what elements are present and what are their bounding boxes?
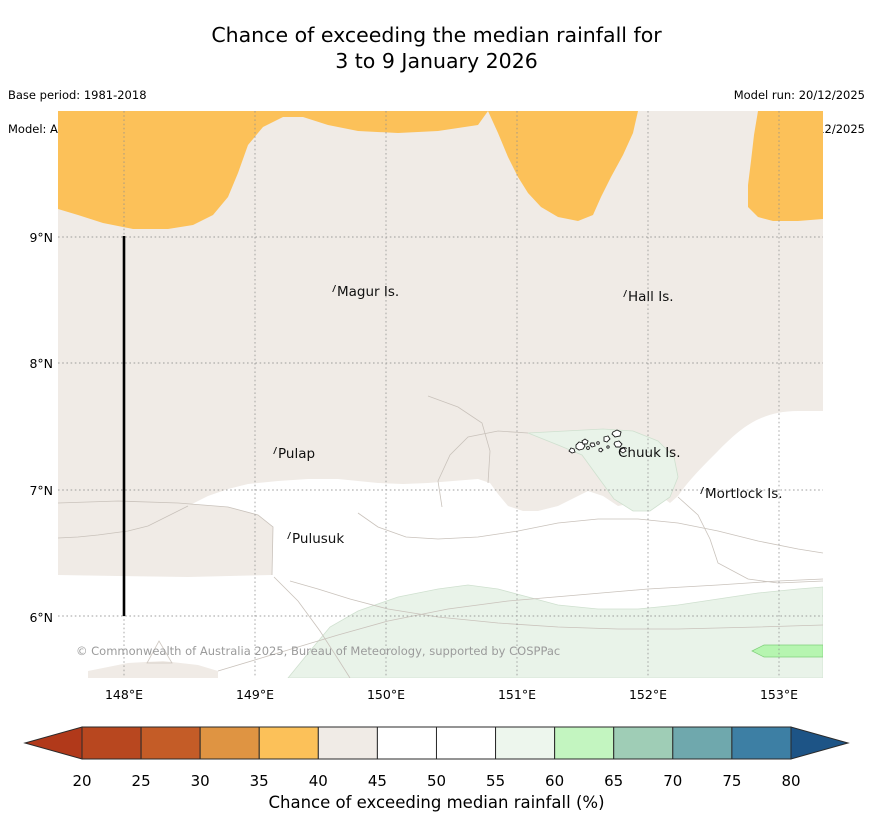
band-region-35-40-north-central <box>488 111 638 221</box>
xtick-153e: 153°E <box>759 687 798 702</box>
cbtick-60: 60 <box>545 772 565 790</box>
band-region-40-45-corner <box>88 661 218 678</box>
place-name-chuuk: Chuuk Is. <box>618 445 681 461</box>
colorbar-band-55-60 <box>495 726 556 760</box>
place-label-pulusuk: Pulusuk <box>287 531 344 547</box>
colorbar-band-20-25 <box>81 726 142 760</box>
cbtick-45: 45 <box>367 772 387 790</box>
base-period-text: Base period: 1981-2018 <box>8 88 147 102</box>
colorbar-caption: Chance of exceeding median rainfall (%) <box>268 793 605 812</box>
band-region-35-40-northwest <box>58 111 488 229</box>
map-credit: © Commonwealth of Australia 2025, Bureau… <box>76 644 561 658</box>
colorbar-band-65-70 <box>613 726 674 760</box>
colorbar-band-75-80 <box>731 726 792 760</box>
ytick-9n: 9°N <box>29 230 53 245</box>
contour-lines <box>58 395 823 678</box>
cbtick-55: 55 <box>486 772 506 790</box>
xtick-150e: 150°E <box>366 687 405 702</box>
xtick-149e: 149°E <box>235 687 274 702</box>
place-label-magur: Magur Is. <box>332 284 399 300</box>
map-canvas <box>58 111 823 678</box>
base-period-info: Base period: 1981-2018 Model: ACCESS-S2 <box>8 70 147 155</box>
band-region-35-40-northeast <box>748 111 823 221</box>
cbtick-50: 50 <box>426 772 447 790</box>
contour-small-closed <box>146 640 173 664</box>
cbtick-30: 30 <box>190 772 210 790</box>
cbtick-75: 75 <box>722 772 742 790</box>
place-name-mortlock: Mortlock Is. <box>705 486 783 502</box>
colorbar: 20 25 30 35 40 45 50 55 60 65 70 75 80 C… <box>0 715 873 816</box>
colorbar-band-60-65 <box>554 726 615 760</box>
colorbar-band-30-35 <box>199 726 260 760</box>
place-label-hall: Hall Is. <box>623 289 674 305</box>
place-name-magur: Magur Is. <box>337 284 400 300</box>
place-name-hall: Hall Is. <box>628 289 674 305</box>
latitude-axis: 9°N 8°N 7°N 6°N <box>0 111 53 678</box>
chuuk-island-shapes <box>568 429 627 454</box>
colorbar-band-50-55 <box>435 726 497 760</box>
ytick-7n: 7°N <box>29 483 53 498</box>
place-label-chuuk: Chuuk Is. <box>618 445 681 461</box>
place-label-pulap: Pulap <box>273 446 315 462</box>
colorbar-band-70-75 <box>672 726 733 760</box>
page-title: Chance of exceeding the median rainfall … <box>211 23 662 73</box>
band-region-55-60-south <box>287 584 823 678</box>
colorbar-band-under-20 <box>23 726 83 760</box>
cbtick-40: 40 <box>308 772 328 790</box>
longitude-axis: 148°E 149°E 150°E 151°E 152°E 153°E <box>58 687 823 707</box>
ytick-8n: 8°N <box>29 356 53 371</box>
xtick-148e: 148°E <box>104 687 143 702</box>
band-region-60-65-sliver <box>751 644 823 658</box>
cbtick-65: 65 <box>604 772 624 790</box>
map-gridlines <box>58 111 823 678</box>
colorbar-band-over-80 <box>790 726 850 760</box>
place-name-pulap: Pulap <box>278 446 316 462</box>
colorbar-band-35-40 <box>258 726 319 760</box>
xtick-152e: 152°E <box>628 687 667 702</box>
place-label-mortlock: Mortlock Is. <box>700 486 783 502</box>
cbtick-35: 35 <box>249 772 269 790</box>
band-region-55-60-chuuk <box>527 428 679 512</box>
xtick-151e: 151°E <box>497 687 536 702</box>
band-region-40-45-lobe <box>58 501 273 577</box>
cbtick-20: 20 <box>72 772 92 790</box>
rainfall-probability-map[interactable]: Magur Is. Hall Is. Pulap Chuuk Is. Mortl… <box>58 111 823 678</box>
colorbar-band-40-45 <box>317 726 378 760</box>
place-name-pulusuk: Pulusuk <box>292 531 345 547</box>
colorbar-swatches <box>23 726 850 760</box>
ytick-6n: 6°N <box>29 610 53 625</box>
model-run-text: Model run: 20/12/2025 <box>733 88 865 102</box>
colorbar-band-25-30 <box>140 726 201 760</box>
cbtick-80: 80 <box>781 772 801 790</box>
colorbar-band-45-50 <box>376 726 437 760</box>
cbtick-25: 25 <box>131 772 151 790</box>
cbtick-70: 70 <box>663 772 683 790</box>
